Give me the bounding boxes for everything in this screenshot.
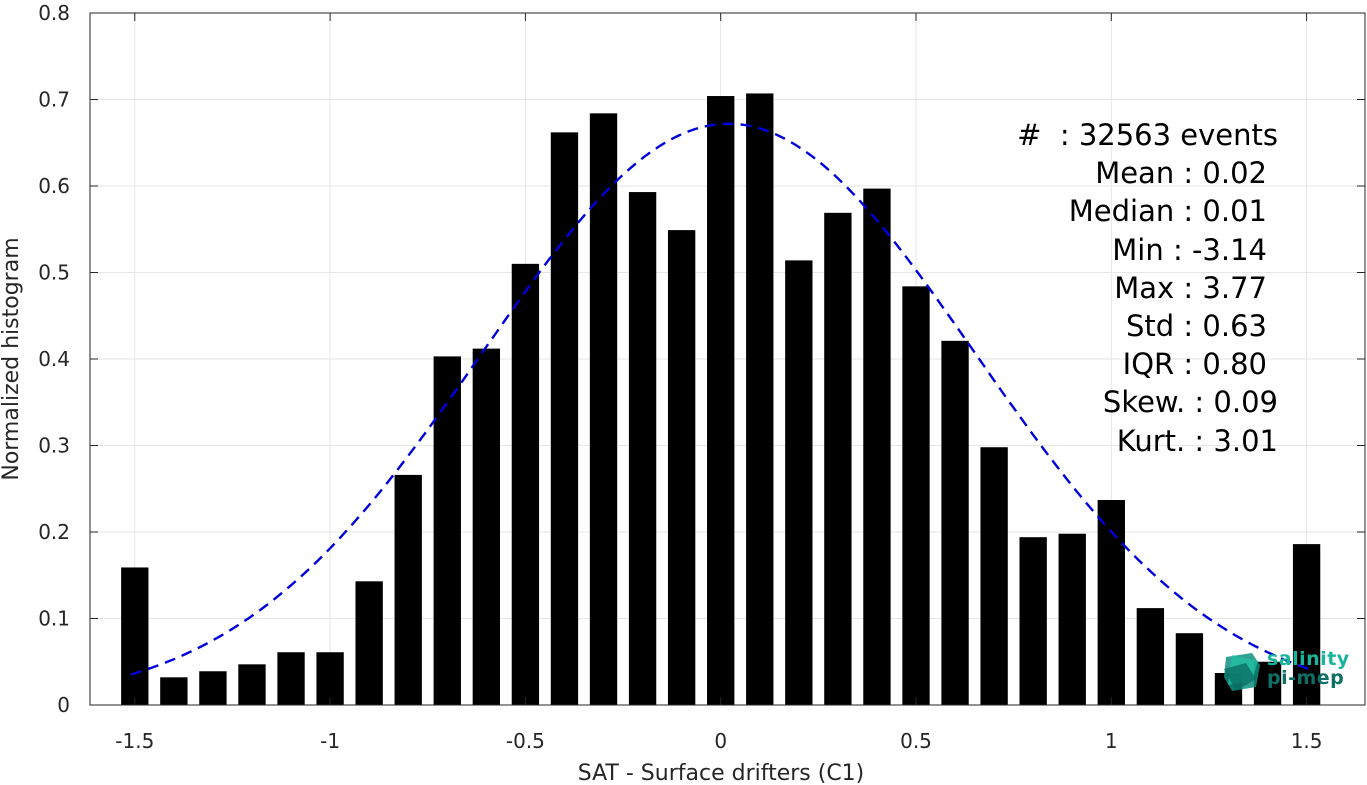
logo-mark-icon	[1224, 653, 1260, 691]
stat-iqr: IQR : 0.80	[940, 345, 1280, 383]
histogram-bar	[433, 356, 461, 705]
histogram-bar	[277, 652, 305, 705]
stat-label: Mean :	[1095, 156, 1203, 191]
stat-min: Min : -3.14	[940, 231, 1280, 269]
stat-value: 3.01	[1213, 423, 1278, 458]
x-tick-label: -1.5	[115, 729, 154, 753]
stat-label: Std :	[1126, 309, 1203, 344]
stat-label: Max :	[1114, 270, 1203, 305]
y-axis-label: Normalized histogram	[0, 237, 24, 480]
stat-label: Skew. :	[1102, 385, 1214, 420]
histogram-bar	[1019, 537, 1047, 705]
histogram-bar	[941, 340, 969, 705]
histogram-bar	[824, 212, 852, 705]
stat-label: Median :	[1068, 194, 1203, 229]
logo-text-line1: salinity	[1267, 648, 1350, 670]
stat-std: Std : 0.63	[940, 307, 1280, 345]
stat-value: 0.01	[1202, 194, 1267, 229]
histogram-bar	[355, 581, 383, 705]
stat-label: # :	[1017, 118, 1079, 152]
x-tick-label: 0.5	[900, 729, 932, 753]
histogram-bar	[1136, 608, 1165, 705]
histogram-bar	[667, 230, 696, 706]
stat-skew: Skew. : 0.09	[940, 383, 1280, 421]
stat-label: IQR :	[1122, 347, 1203, 382]
x-axis-ticks: -1.5 -1 -0.5 0 0.5 1 1.5	[115, 13, 1323, 753]
histogram-bars	[121, 93, 1321, 706]
histogram-bar	[121, 567, 149, 705]
stat-count: # : 32563 events	[940, 116, 1280, 154]
histogram-bar	[472, 348, 501, 705]
y-tick-label: 0.2	[38, 520, 70, 544]
y-tick-label: 0.6	[38, 174, 70, 198]
stat-mean: Mean : 0.02	[940, 154, 1280, 192]
y-tick-label: 0.3	[38, 434, 70, 458]
histogram-bar	[316, 652, 344, 705]
histogram-bar	[1175, 633, 1204, 705]
histogram-bar	[863, 188, 891, 706]
y-tick-label: 0.1	[38, 607, 70, 631]
histogram-bar	[511, 263, 540, 705]
histogram-bar	[980, 447, 1008, 705]
x-axis-label: SAT - Surface drifters (C1)	[578, 761, 865, 785]
histogram-bar	[160, 677, 188, 705]
histogram-bar	[785, 260, 813, 705]
x-tick-label: 0	[714, 729, 727, 753]
stat-max: Max : 3.77	[940, 269, 1280, 307]
y-tick-label: 0	[57, 693, 70, 717]
stat-median: Median : 0.01	[940, 192, 1280, 230]
y-tick-label: 0.4	[38, 347, 70, 371]
stat-label: Min :	[1112, 232, 1192, 267]
y-axis-ticks: 0 0.1 0.2 0.3 0.4 0.5 0.6 0.7 0.8	[38, 1, 1365, 717]
salinity-pimep-logo: salinity pi-mep	[1222, 647, 1352, 695]
x-tick-label: 1.5	[1291, 729, 1323, 753]
stat-kurt: Kurt. : 3.01	[940, 422, 1280, 460]
stat-value: 32563 events	[1078, 118, 1278, 152]
stat-value: 0.02	[1202, 156, 1267, 191]
histogram-bar	[394, 474, 422, 705]
stat-value: 0.80	[1202, 347, 1267, 382]
histogram-bar	[1292, 544, 1321, 705]
gaussian-fit-curve	[130, 122, 1311, 676]
stat-value: -3.14	[1191, 232, 1267, 267]
y-tick-label: 0.8	[38, 1, 70, 25]
stat-value: 0.63	[1202, 309, 1267, 344]
histogram-bar	[707, 96, 735, 706]
y-tick-label: 0.5	[38, 261, 70, 285]
histogram-bar	[628, 192, 657, 705]
x-tick-label: 1	[1105, 729, 1118, 753]
x-tick-label: -1	[320, 729, 340, 753]
y-tick-label: 0.7	[38, 88, 70, 112]
histogram-bar	[199, 671, 227, 705]
x-tick-label: -0.5	[506, 729, 545, 753]
histogram-bar	[589, 113, 618, 706]
statistics-box: # : 32563 events Mean : 0.02 Median : 0.…	[940, 116, 1280, 460]
logo-text-line2: pi-mep	[1267, 667, 1345, 689]
histogram-bar	[550, 132, 579, 705]
histogram-bar	[1058, 533, 1086, 705]
histogram-bar	[1097, 499, 1125, 705]
stat-label: Kurt. :	[1116, 423, 1214, 458]
stat-value: 3.77	[1202, 270, 1267, 305]
histogram-bar	[746, 93, 774, 705]
stat-value: 0.09	[1213, 385, 1278, 420]
histogram-bar	[238, 664, 266, 705]
histogram-bar	[902, 286, 930, 705]
